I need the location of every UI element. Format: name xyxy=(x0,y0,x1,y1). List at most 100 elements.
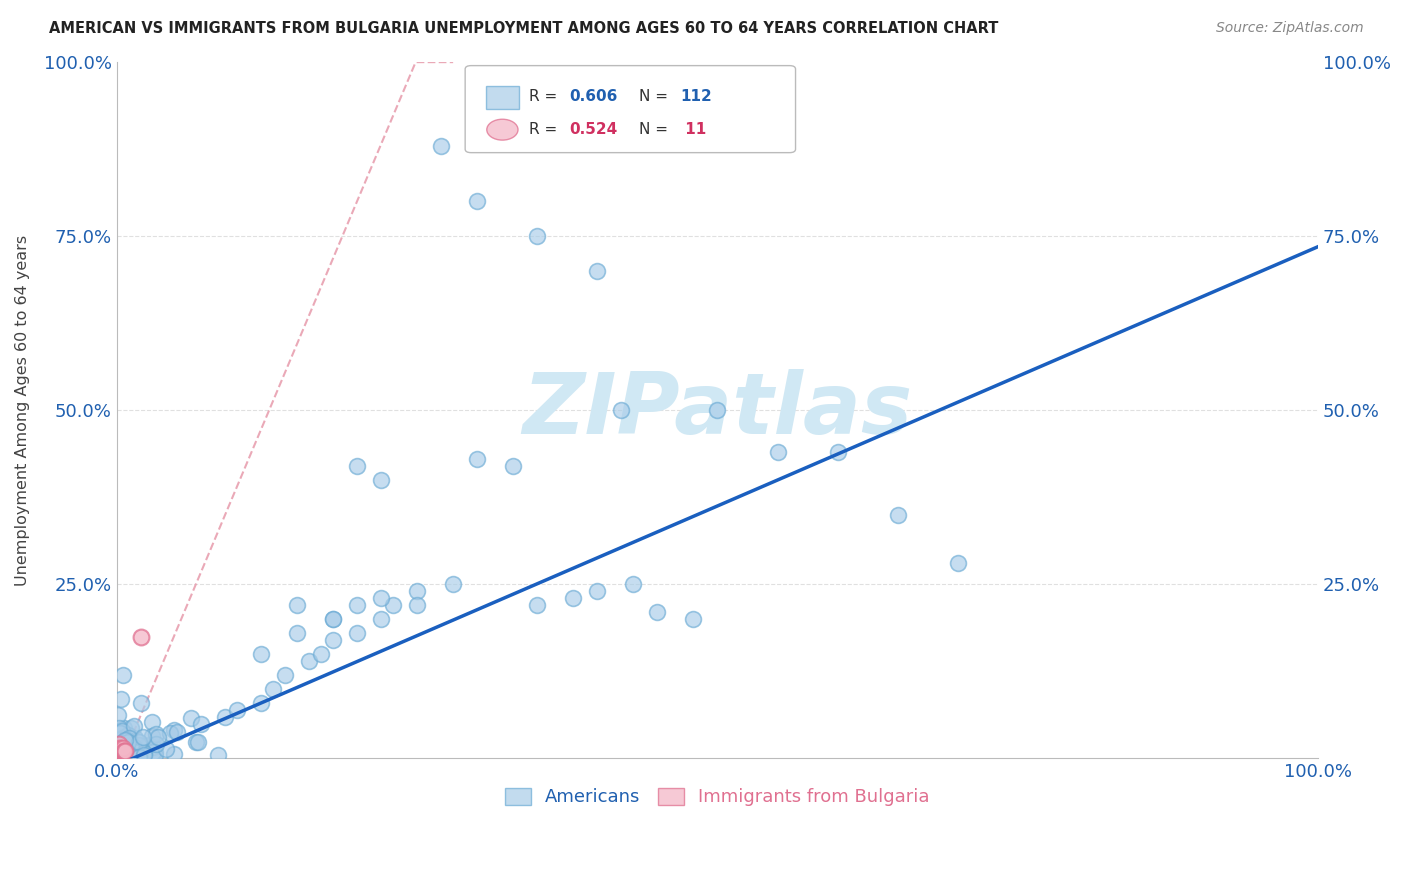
Text: N =: N = xyxy=(640,122,668,137)
Point xyxy=(370,612,392,626)
Point xyxy=(526,598,548,612)
Point xyxy=(406,584,429,599)
Point xyxy=(108,721,131,735)
Point xyxy=(128,750,150,764)
Point xyxy=(107,742,129,756)
Point xyxy=(163,747,186,761)
Point xyxy=(108,733,131,747)
Point xyxy=(112,721,135,735)
Point xyxy=(143,745,166,759)
Point xyxy=(146,730,169,744)
Point xyxy=(111,739,134,753)
Point xyxy=(112,747,135,762)
Point xyxy=(298,654,321,668)
Point xyxy=(117,749,139,764)
Point xyxy=(465,194,488,209)
Text: R =: R = xyxy=(529,89,562,104)
Point xyxy=(110,692,132,706)
Point xyxy=(562,591,585,606)
Point xyxy=(110,744,132,758)
Point xyxy=(114,732,136,747)
Point xyxy=(142,745,165,759)
Point xyxy=(120,739,142,753)
Point xyxy=(586,264,609,278)
Point xyxy=(115,729,138,743)
Point xyxy=(430,138,453,153)
Point xyxy=(124,731,146,745)
Point xyxy=(610,403,633,417)
Point xyxy=(526,229,548,244)
Point xyxy=(111,747,134,761)
Point xyxy=(108,744,131,758)
Point xyxy=(346,626,368,640)
Point xyxy=(382,598,405,612)
Legend: Americans, Immigrants from Bulgaria: Americans, Immigrants from Bulgaria xyxy=(496,779,939,815)
Point xyxy=(112,745,135,759)
Text: 11: 11 xyxy=(681,122,706,137)
Point xyxy=(346,598,368,612)
Point xyxy=(322,632,344,647)
Point xyxy=(107,741,129,756)
Point xyxy=(886,508,908,522)
Point xyxy=(108,725,131,739)
Point xyxy=(121,747,143,761)
Point xyxy=(128,750,150,764)
Point xyxy=(128,738,150,752)
Text: R =: R = xyxy=(529,122,562,137)
Point xyxy=(309,647,332,661)
FancyBboxPatch shape xyxy=(465,66,796,153)
Text: AMERICAN VS IMMIGRANTS FROM BULGARIA UNEMPLOYMENT AMONG AGES 60 TO 64 YEARS CORR: AMERICAN VS IMMIGRANTS FROM BULGARIA UNE… xyxy=(49,21,998,36)
Point xyxy=(110,739,132,753)
Point xyxy=(120,750,142,764)
Point xyxy=(346,458,368,473)
Point xyxy=(129,696,152,710)
Point xyxy=(112,735,135,749)
Point xyxy=(132,730,155,744)
Point xyxy=(111,744,134,758)
Point xyxy=(111,667,134,681)
Point xyxy=(586,584,609,599)
FancyBboxPatch shape xyxy=(485,86,519,110)
Point xyxy=(145,737,167,751)
Text: ZIPatlas: ZIPatlas xyxy=(522,368,912,451)
Point xyxy=(122,718,145,732)
Point xyxy=(190,716,212,731)
Point xyxy=(142,740,165,755)
Text: 0.606: 0.606 xyxy=(569,89,619,104)
Point xyxy=(118,731,141,745)
Text: 0.524: 0.524 xyxy=(569,122,617,137)
Point xyxy=(117,728,139,742)
Y-axis label: Unemployment Among Ages 60 to 64 years: Unemployment Among Ages 60 to 64 years xyxy=(15,235,30,586)
Point xyxy=(322,612,344,626)
Point xyxy=(111,740,134,755)
Point xyxy=(132,747,155,761)
Point xyxy=(107,740,129,755)
Point xyxy=(441,577,464,591)
Point xyxy=(107,746,129,760)
Point xyxy=(111,731,134,745)
Point xyxy=(129,630,152,644)
Point xyxy=(159,725,181,739)
Point xyxy=(122,744,145,758)
Text: Source: ZipAtlas.com: Source: ZipAtlas.com xyxy=(1216,21,1364,35)
Point xyxy=(285,626,308,640)
Point xyxy=(207,748,229,763)
Point xyxy=(214,709,236,723)
Point xyxy=(166,725,188,739)
Point xyxy=(107,707,129,722)
Point xyxy=(706,403,728,417)
Point xyxy=(121,744,143,758)
Point xyxy=(121,721,143,735)
Point xyxy=(107,740,129,755)
Text: N =: N = xyxy=(640,89,668,104)
Point xyxy=(647,605,669,619)
Point xyxy=(827,445,849,459)
Point xyxy=(262,681,284,696)
Point xyxy=(502,458,524,473)
Point xyxy=(621,577,644,591)
Point xyxy=(184,735,207,749)
Point xyxy=(111,747,134,762)
Point xyxy=(110,740,132,755)
Point xyxy=(117,734,139,748)
Point xyxy=(128,735,150,749)
